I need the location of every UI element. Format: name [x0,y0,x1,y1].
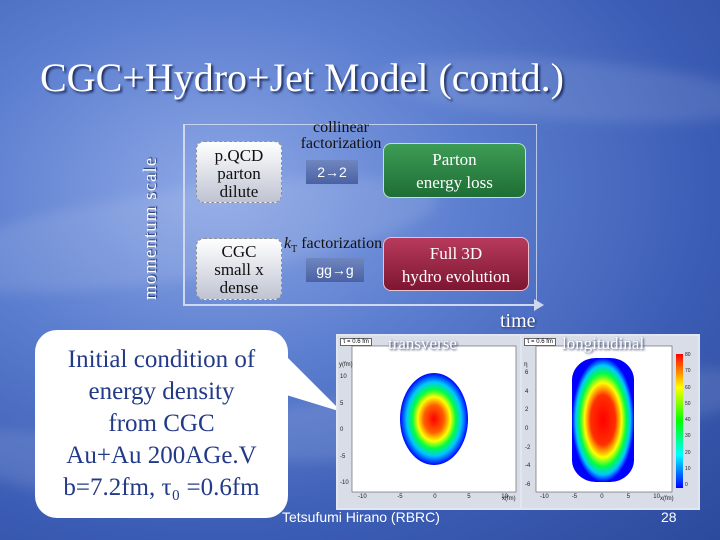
longitudinal-ytick: 0 [525,425,529,432]
parton-energy-loss-box: Parton energy loss [383,143,526,198]
transverse-ytick: -10 [340,480,349,486]
transverse-xtick-labels: -10 -5 0 5 10 [358,494,508,500]
parton-loss-line: Parton [432,150,477,169]
collinear-label-line: factorization [300,135,382,152]
collinear-label-line: collinear [313,119,369,136]
colorbar-tick: 70 [685,368,691,375]
longitudinal-xtick: -10 [540,494,549,500]
kt-k: k [284,235,292,252]
transverse-xtick: 0 [433,494,437,500]
longitudinal-xtick: 5 [626,494,631,500]
colorbar-tick: 20 [685,449,691,456]
callout-line: Au+Au 200AGe.V [66,442,257,469]
transverse-plot-panel: τ = 0.6 fm y(fm) x(fm) -10 -5 0 5 10 10 … [336,334,524,510]
callout-line: Initial condition of [67,346,256,373]
x-axis-label: time [500,310,536,332]
longitudinal-tau-tag: τ = 0.6 fm [524,338,556,346]
longitudinal-xtick-labels: -10 -5 0 5 10 [540,494,660,500]
longitudinal-ytick: 2 [525,407,529,414]
longitudinal-ytick: 4 [525,388,529,395]
pqcd-box-line: parton [217,164,261,183]
longitudinal-ytick: -4 [525,463,531,470]
process-gg-to-g: gg→g [306,258,364,282]
longitudinal-xtick: -5 [571,494,578,500]
transverse-xtick: 5 [467,494,471,500]
transverse-ytick-labels: 10 5 0 -5 -10 [340,374,349,486]
colorbar-tick: 60 [685,384,691,391]
process-2-to-2: 2→2 [306,160,358,184]
cgc-box-line: small x [214,260,264,279]
longitudinal-ytick-labels: 6 4 2 0 -2 -4 -6 [525,370,530,488]
kt-subscript: T [291,244,298,256]
transverse-xtick: 10 [501,494,508,500]
transverse-ytick: 5 [340,400,344,407]
footer-author: Tetsufumi Hirano (RBRC) [282,509,440,525]
transverse-xaxis-label: x(fm) [502,496,516,502]
transverse-yaxis-label: y(fm) [339,362,353,368]
pqcd-box-line: p.QCD [214,146,264,165]
x-axis-line [183,304,537,306]
kt-rest: factorization [297,235,383,252]
colorbar-tick-labels: 80 70 60 50 40 30 20 10 0 [685,352,691,488]
longitudinal-xaxis-label: x(fm) [660,496,674,502]
x-axis-arrowhead [534,299,544,311]
transverse-tau-tag: τ = 0.6 fm [340,338,372,346]
callout-line: b=7.2fm, τ₀ =0.6fm [63,474,260,501]
longitudinal-density-hotspot [572,358,634,482]
longitudinal-xtick: 10 [653,494,660,500]
longitudinal-xtick: 0 [600,494,604,500]
transverse-ytick: 10 [340,374,347,380]
diagram-frame-right [536,124,537,304]
colorbar-tick: 10 [685,465,691,472]
longitudinal-plot-panel: τ = 0.6 fm η x(fm) -10 -5 0 5 10 6 4 2 0… [520,334,700,510]
diagram-frame-top [185,124,537,125]
slide-title: CGC+Hydro+Jet Model (contd.) [40,55,564,100]
pqcd-box-line: dilute [219,182,259,201]
parton-loss-line: energy loss [416,173,493,192]
collinear-factorization-label: collinear factorization [286,120,396,152]
colorbar-tick: 30 [685,433,691,440]
cgc-box-line: dense [219,278,259,297]
callout-pointer [270,340,342,412]
hydro-box-line: Full 3D [429,244,483,263]
transverse-xtick: -10 [358,494,367,500]
y-axis-label: momentum scale [140,156,161,300]
transverse-plot [351,345,517,493]
page-number: 28 [661,509,677,525]
longitudinal-plot [535,345,683,493]
hydro-box-line: hydro evolution [401,267,511,286]
longitudinal-ytick: -2 [525,444,531,451]
initial-condition-callout: Initial condition of energy density from… [35,330,288,518]
longitudinal-ytick: -6 [525,481,531,488]
hydro-evolution-box: Full 3D hydro evolution [383,237,529,291]
cgc-box-line: CGC [221,242,257,261]
y-axis-line [183,124,185,306]
colorbar-tick: 50 [685,400,691,407]
transverse-label: transverse [388,334,457,353]
colorbar-tick: 40 [685,417,691,423]
callout-line: from CGC [108,410,215,437]
cgc-box: CGC small x dense [196,238,282,300]
transverse-ytick: 0 [340,427,344,433]
longitudinal-yaxis-label: η [524,360,528,368]
colorbar-tick: 80 [685,352,691,358]
transverse-ytick: -5 [340,453,346,460]
colorbar [676,354,683,488]
colorbar-tick: 0 [685,482,688,488]
longitudinal-label: longitudinal [562,334,645,353]
longitudinal-ytick: 6 [525,370,529,376]
kt-factorization-label: kT factorization [284,236,382,258]
transverse-xtick: -5 [397,494,403,500]
transverse-density-hotspot [400,373,468,465]
pqcd-box: p.QCD parton dilute [196,141,282,203]
callout-line: energy density [88,378,235,405]
